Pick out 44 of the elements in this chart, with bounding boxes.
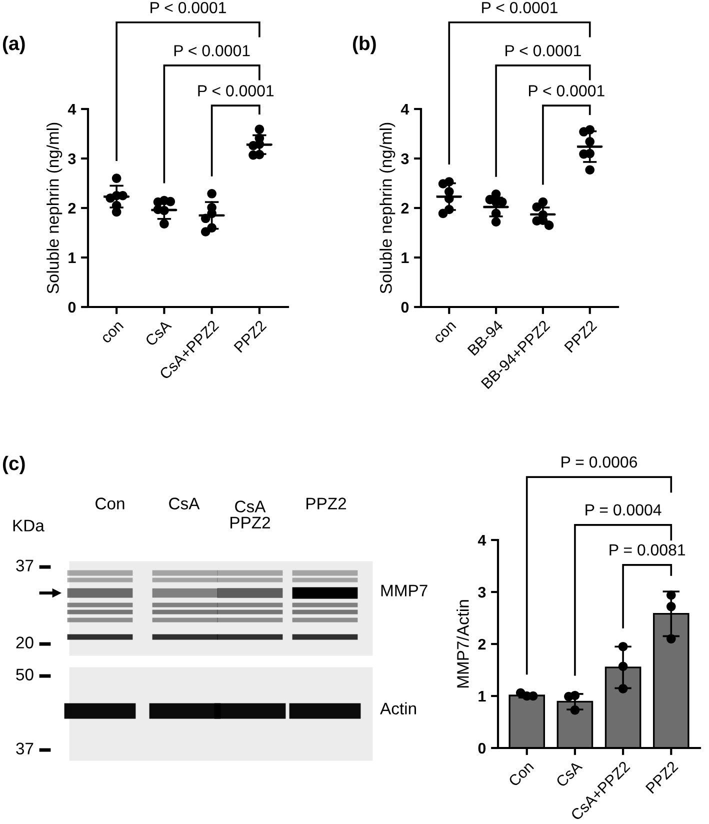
chart-title: (b) — [352, 36, 376, 54]
text: 20 — [16, 636, 34, 648]
y-tick-label: 1 — [402, 252, 409, 264]
text: P < 0.0001 — [198, 85, 274, 96]
text: P < 0.0001 — [174, 45, 250, 56]
chart-title: (a) — [2, 36, 25, 54]
y-tick-label: 4 — [478, 535, 486, 546]
y-tick-label: 2 — [478, 638, 486, 650]
text: P < 0.0001 — [482, 2, 558, 14]
text: PPZ2 — [306, 498, 346, 510]
text: P = 0.0006 — [562, 456, 638, 468]
text: Con — [96, 498, 124, 510]
text: KDa — [13, 520, 44, 532]
text: P < 0.0001 — [150, 2, 226, 14]
y-axis-title: Soluble nephrin (ng/ml) — [46, 122, 62, 294]
x-tick-label: con — [102, 322, 124, 344]
y-axis-title: Soluble nephrin (ng/ml) — [380, 122, 396, 294]
annotation: P = 0.0081 — [610, 544, 686, 556]
y-tick-label: 0 — [478, 742, 486, 754]
y-axis-title: MMP7/Actin — [456, 600, 469, 688]
text: Actin — [380, 702, 416, 714]
y-tick-label: 1 — [478, 691, 486, 702]
y-tick-label: 3 — [68, 153, 76, 164]
text: 37 — [16, 560, 34, 572]
text: P < 0.0001 — [529, 85, 604, 96]
y-tick-label: 4 — [68, 104, 76, 115]
text: P = 0.0004 — [586, 504, 662, 516]
text: MMP7 — [381, 584, 428, 596]
y-tick-label: 0 — [68, 302, 76, 313]
y-tick-label: 1 — [68, 252, 76, 264]
x-tick-label: Con — [508, 760, 534, 788]
y-tick-label: 4 — [400, 104, 410, 115]
y-tick-label: 2 — [401, 202, 409, 214]
text: 50 — [16, 668, 34, 680]
y-tick-label: 2 — [68, 202, 76, 214]
text: CsA — [169, 498, 200, 510]
x-tick-label: con — [434, 322, 456, 344]
y-tick-label: 0 — [401, 302, 409, 313]
text: CsA PPZ2 — [230, 500, 270, 528]
y-tick-label: 3 — [478, 586, 486, 598]
text: (c) — [2, 456, 25, 474]
text: P < 0.0001 — [506, 45, 581, 56]
text: 37 — [16, 742, 34, 754]
y-tick-label: 3 — [401, 153, 409, 164]
